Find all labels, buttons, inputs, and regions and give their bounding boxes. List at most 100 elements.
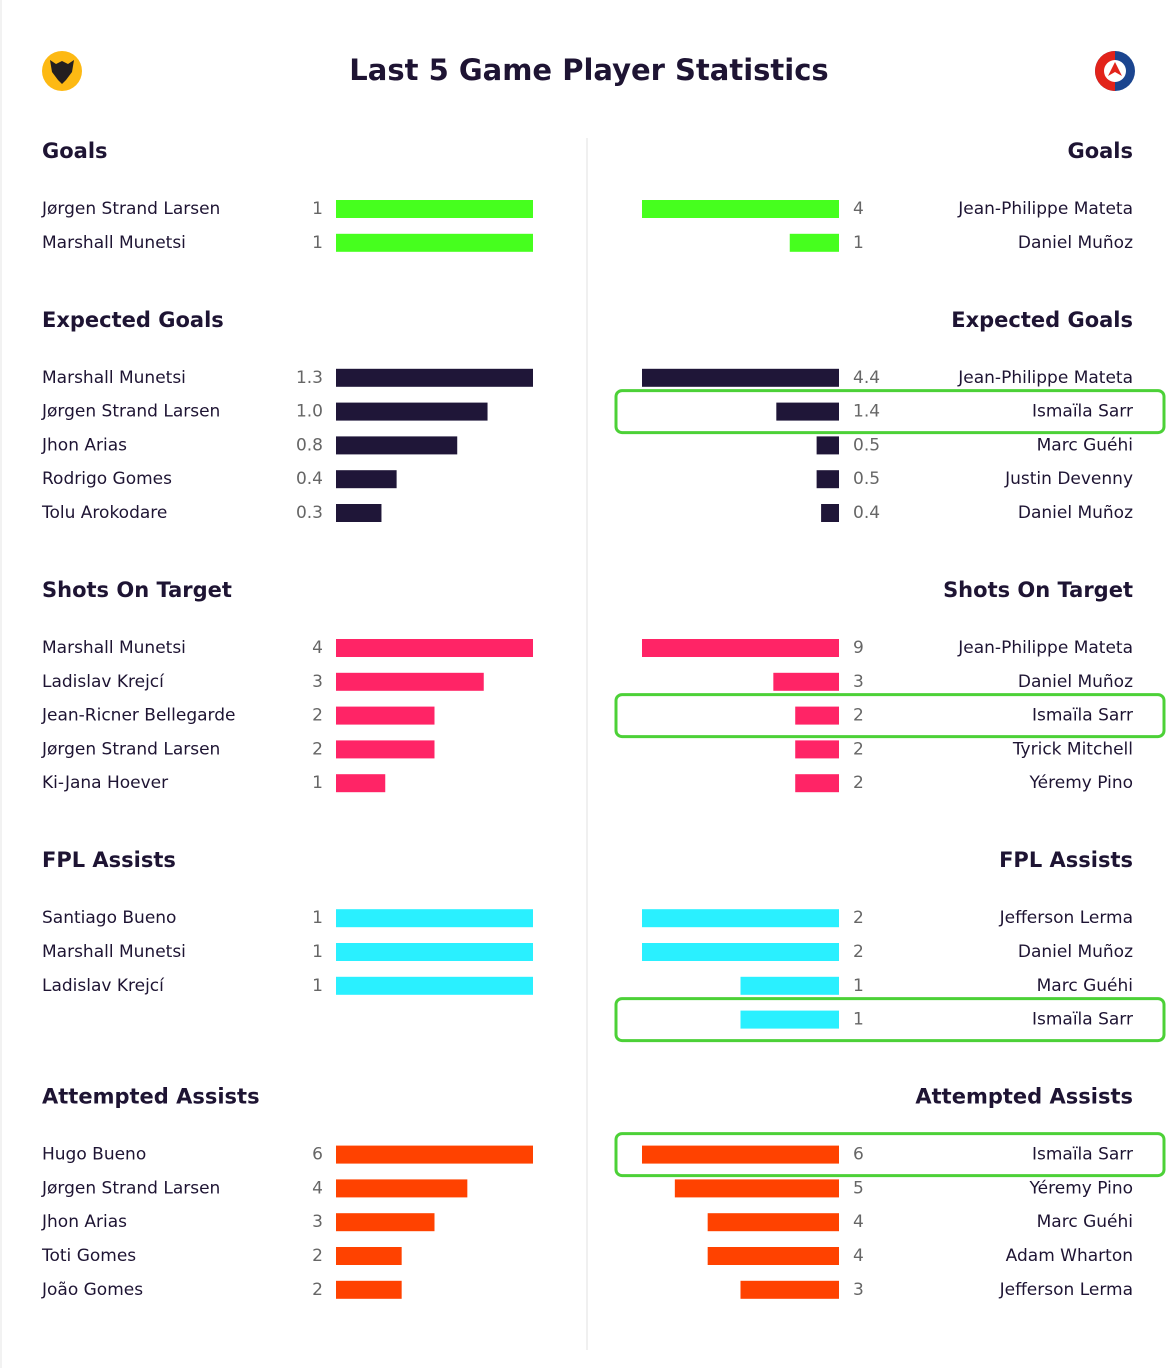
stat-bar (336, 706, 435, 725)
stat-value: 2 (853, 773, 864, 793)
player-name: Santiago Bueno (42, 908, 176, 928)
stat-value: 1 (853, 1010, 864, 1030)
stat-value: 0.5 (853, 469, 880, 489)
player-name: Rodrigo Gomes (42, 469, 172, 489)
away-crest (1095, 51, 1135, 91)
section-title: Expected Goals (42, 308, 224, 332)
stat-value: 0.3 (296, 503, 323, 523)
stat-bar (740, 1010, 839, 1029)
highlight-box (614, 1132, 1166, 1178)
stat-bar (336, 976, 533, 995)
player-name: Jhon Arias (41, 1212, 127, 1232)
stat-value: 9 (853, 638, 864, 658)
stat-value: 2 (853, 739, 864, 759)
player-name: Ismaïla Sarr (1032, 706, 1133, 726)
stat-value: 6 (312, 1145, 323, 1165)
stat-value: 0.5 (853, 435, 880, 455)
player-name: Marshall Munetsi (42, 942, 186, 962)
player-name: Ismaïla Sarr (1032, 1010, 1133, 1030)
stat-value: 1 (312, 199, 323, 219)
stat-bar (642, 368, 839, 387)
stat-value: 0.4 (853, 503, 880, 523)
stat-bar (707, 1213, 839, 1232)
player-name: Jørgen Strand Larsen (41, 199, 220, 219)
player-name: Marshall Munetsi (42, 233, 186, 253)
stat-bar (642, 943, 839, 961)
stat-bar (642, 909, 839, 928)
stat-value: 2 (312, 706, 323, 726)
stat-value: 2 (853, 908, 864, 928)
stat-value: 4 (853, 199, 864, 219)
section-title: Attempted Assists (915, 1085, 1133, 1109)
highlight-box (614, 693, 1166, 739)
stat-value: 0.4 (296, 469, 323, 489)
stat-bar (707, 1247, 839, 1265)
stat-bar (336, 909, 533, 928)
stat-bar (336, 639, 533, 657)
stat-value: 0.8 (296, 435, 323, 455)
stat-value: 1 (853, 976, 864, 996)
stat-value: 1 (312, 908, 323, 928)
stat-bar (336, 504, 382, 522)
stat-bar (642, 639, 839, 657)
player-name: Yéremy Pino (1029, 773, 1133, 793)
home-crest (42, 51, 82, 91)
stat-value: 4 (312, 638, 323, 658)
player-name: Tolu Arokodare (41, 503, 167, 523)
player-name: Marc Guéhi (1037, 976, 1133, 996)
stat-bar (642, 1145, 839, 1164)
player-name: Ladislav Krejcí (42, 672, 165, 692)
stat-value: 3 (853, 672, 864, 692)
stat-bar (674, 1179, 839, 1198)
stat-bar (336, 1179, 468, 1198)
player-name: Marshall Munetsi (42, 368, 186, 388)
stat-value: 2 (853, 706, 864, 726)
stat-value: 5 (853, 1178, 864, 1198)
section-title: Shots On Target (42, 578, 232, 602)
stat-value: 1 (312, 976, 323, 996)
stat-bar (336, 774, 386, 793)
section-title: FPL Assists (999, 848, 1133, 872)
stat-bar (336, 200, 533, 218)
stat-bar (336, 402, 488, 421)
player-name: Jhon Arias (41, 435, 127, 455)
player-name: Justin Devenny (1004, 469, 1133, 489)
player-name: João Gomes (41, 1280, 143, 1300)
section-title: Goals (1067, 139, 1133, 163)
stat-bar (795, 740, 839, 759)
player-name: Jørgen Strand Larsen (41, 739, 220, 759)
player-name: Daniel Muñoz (1018, 672, 1133, 692)
player-name: Toti Gomes (41, 1246, 136, 1266)
stat-bar (336, 1145, 533, 1164)
player-name: Ki-Jana Hoever (42, 773, 168, 793)
section-title: FPL Assists (42, 848, 176, 872)
stat-bar (336, 1280, 402, 1299)
player-name: Daniel Muñoz (1018, 503, 1133, 523)
stat-bar (795, 706, 839, 725)
stat-bar (740, 1280, 839, 1299)
player-name: Daniel Muñoz (1018, 942, 1133, 962)
section-title: Shots On Target (943, 578, 1133, 602)
player-name: Jean-Ricner Bellegarde (41, 706, 235, 726)
player-name: Marc Guéhi (1037, 435, 1133, 455)
section-title: Attempted Assists (42, 1085, 260, 1109)
stat-value: 1.3 (296, 368, 323, 388)
player-name: Jean-Philippe Mateta (957, 368, 1133, 388)
player-name: Ismaïla Sarr (1032, 402, 1133, 422)
player-name: Hugo Bueno (42, 1145, 146, 1165)
stat-value: 2 (853, 942, 864, 962)
player-name: Marshall Munetsi (42, 638, 186, 658)
stat-bar (789, 233, 839, 252)
stat-bar (336, 436, 458, 455)
stat-value: 1.4 (853, 402, 880, 422)
stat-bar (336, 672, 484, 691)
stat-bar (776, 402, 839, 421)
highlight-box (614, 389, 1166, 435)
stat-bar (821, 504, 839, 522)
stat-bar (816, 470, 839, 489)
stat-value: 3 (312, 1212, 323, 1232)
stat-value: 1 (312, 773, 323, 793)
stat-bar (816, 436, 839, 455)
stat-bar (773, 672, 839, 691)
